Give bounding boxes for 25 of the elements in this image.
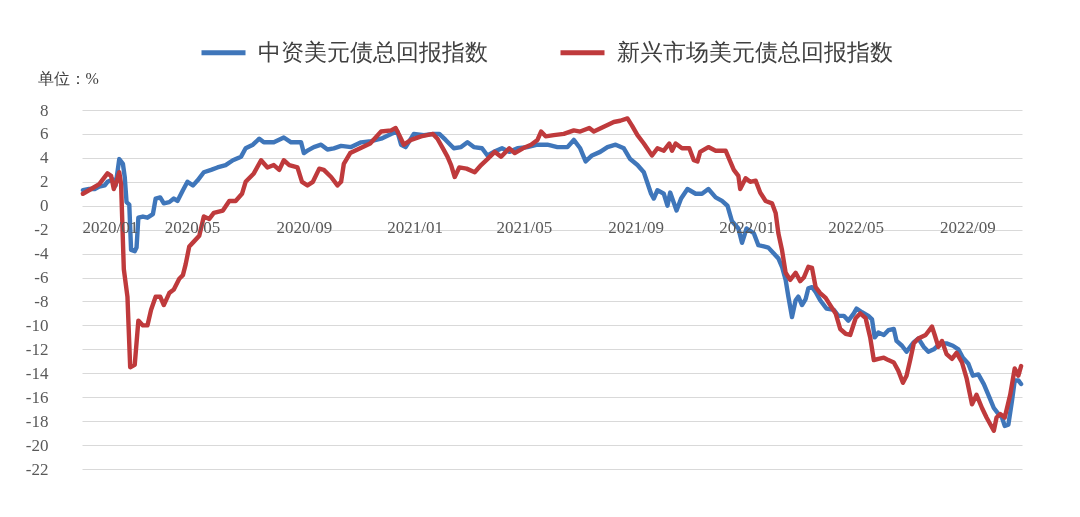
- x-tick-label: 2021/05: [496, 218, 553, 238]
- y-tick-label: -8: [34, 291, 49, 311]
- y-tick-label: -18: [25, 411, 49, 431]
- y-tick-label: -10: [25, 315, 49, 335]
- y-axis-title: 单位：%: [37, 69, 99, 87]
- y-tick-label: -4: [34, 244, 49, 264]
- y-tick-label: -22: [25, 459, 49, 479]
- y-tick-label: -20: [25, 435, 49, 455]
- x-tick-label: 2022/09: [940, 218, 996, 238]
- y-tick-label: -14: [25, 363, 49, 383]
- y-tick-label: -6: [34, 268, 49, 288]
- y-tick-label: -2: [34, 220, 49, 240]
- y-tick-label: 2: [40, 172, 49, 192]
- y-tick-label: -16: [25, 387, 49, 407]
- x-tick-label: 2021/09: [608, 218, 664, 238]
- y-tick-label: 8: [40, 100, 49, 120]
- y-tick-label: 0: [40, 196, 49, 216]
- legend-label: 中资美元债总回报指数: [258, 39, 488, 65]
- legend-label: 新兴市场美元债总回报指数: [617, 39, 893, 65]
- x-tick-label: 2022/05: [828, 218, 884, 238]
- x-tick-label: 2020/09: [276, 218, 333, 238]
- y-tick-label: -12: [25, 339, 49, 359]
- y-tick-label: 4: [40, 148, 49, 168]
- x-tick-label: 2021/01: [387, 218, 444, 238]
- y-tick-label: 6: [40, 124, 49, 144]
